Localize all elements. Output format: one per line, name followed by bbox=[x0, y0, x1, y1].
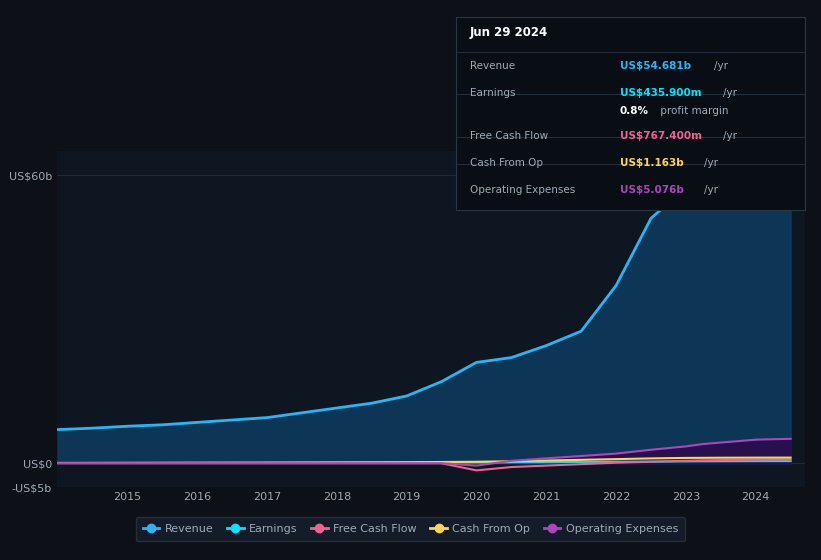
Text: US$1.163b: US$1.163b bbox=[620, 158, 683, 168]
Text: US$5.076b: US$5.076b bbox=[620, 185, 684, 195]
Text: Earnings: Earnings bbox=[470, 88, 515, 99]
Legend: Revenue, Earnings, Free Cash Flow, Cash From Op, Operating Expenses: Revenue, Earnings, Free Cash Flow, Cash … bbox=[136, 517, 685, 541]
Text: 0.8%: 0.8% bbox=[620, 106, 649, 116]
Text: /yr: /yr bbox=[704, 185, 718, 195]
Text: profit margin: profit margin bbox=[658, 106, 729, 116]
Text: /yr: /yr bbox=[704, 158, 718, 168]
Text: /yr: /yr bbox=[723, 131, 737, 141]
Text: Operating Expenses: Operating Expenses bbox=[470, 185, 575, 195]
Text: Cash From Op: Cash From Op bbox=[470, 158, 543, 168]
Text: US$435.900m: US$435.900m bbox=[620, 88, 701, 99]
Text: US$54.681b: US$54.681b bbox=[620, 61, 690, 71]
Text: Revenue: Revenue bbox=[470, 61, 515, 71]
Text: /yr: /yr bbox=[713, 61, 728, 71]
Text: Free Cash Flow: Free Cash Flow bbox=[470, 131, 548, 141]
Text: US$767.400m: US$767.400m bbox=[620, 131, 702, 141]
Text: /yr: /yr bbox=[723, 88, 737, 99]
Text: Jun 29 2024: Jun 29 2024 bbox=[470, 26, 548, 39]
